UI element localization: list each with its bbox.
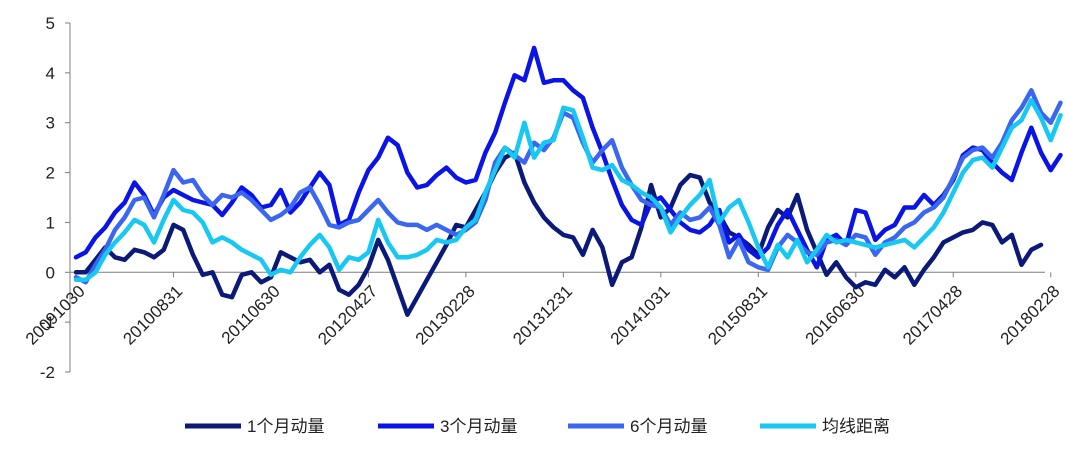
legend-label-3: 均线距离 — [822, 417, 890, 436]
y-axis: -2 -1 0 1 2 3 4 5 — [40, 14, 71, 382]
series-line-2 — [73, 88, 1063, 285]
x-tick-label: 20100831 — [119, 282, 186, 349]
y-tick-label: 2 — [46, 164, 55, 183]
x-tick-label: 20170428 — [899, 282, 966, 349]
series-layer — [73, 45, 1063, 317]
legend-label-1: 3个月动量 — [440, 417, 517, 436]
x-axis: 20091030 20100831 20110630 20120427 20130228… — [22, 271, 1064, 349]
series-line-0 — [73, 150, 1044, 317]
x-tick-label: 20091030 — [22, 282, 89, 349]
y-tick-label: 0 — [46, 263, 55, 282]
y-tick-label: 4 — [46, 64, 55, 83]
x-tick-label: 20110630 — [218, 282, 284, 348]
series-line-3 — [73, 98, 1063, 283]
x-tick-label: 20180228 — [997, 282, 1064, 349]
y-tick-label: 1 — [46, 213, 55, 232]
x-tick-label: 20141031 — [607, 282, 674, 349]
y-tick-label: 5 — [46, 14, 55, 33]
y-tick-label: -1 — [40, 313, 55, 332]
x-tick-label: 20150831 — [704, 282, 771, 349]
series-line-1 — [73, 45, 1063, 270]
y-tick-label: 3 — [46, 114, 55, 133]
x-tick-label: 20131231 — [509, 282, 576, 349]
legend: 1个月动量 3个月动量 6个月动量 均线距离 — [185, 417, 890, 436]
legend-label-0: 1个月动量 — [247, 417, 324, 436]
x-tick-label: 20160630 — [802, 282, 869, 349]
legend-label-2: 6个月动量 — [630, 417, 707, 436]
y-tick-label: -2 — [40, 363, 55, 382]
